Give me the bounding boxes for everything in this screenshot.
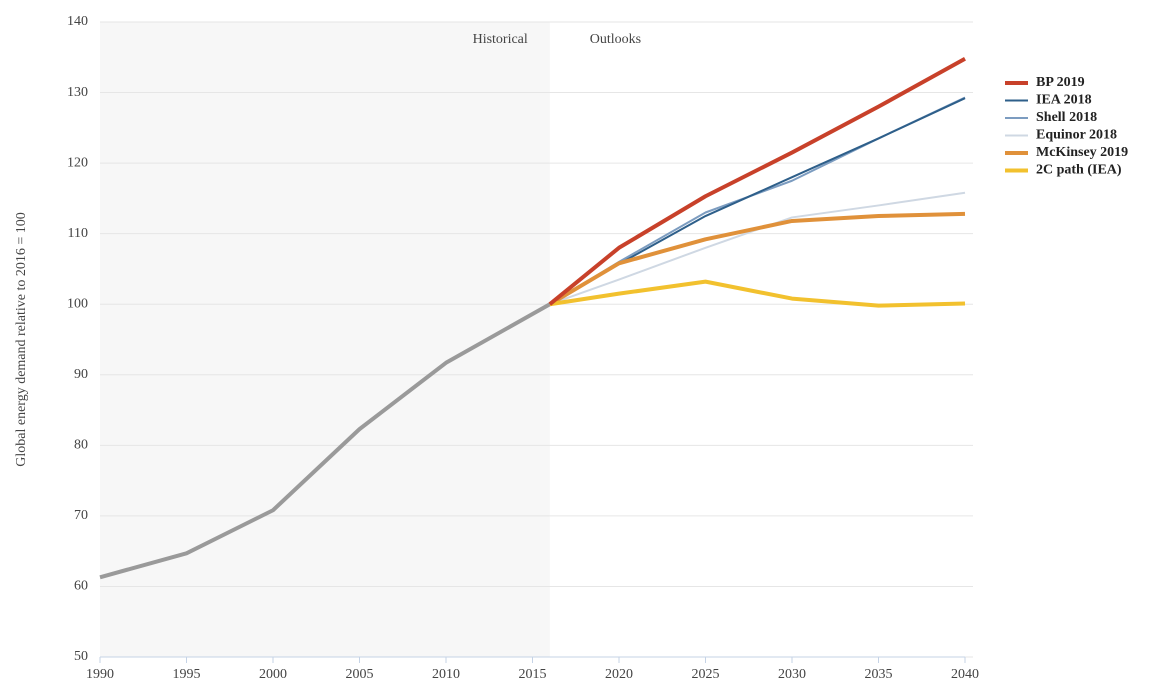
y-tick-label: 130	[67, 85, 88, 100]
series-line	[99, 302, 551, 580]
annotation: Outlooks	[590, 32, 641, 47]
legend-label: Equinor 2018	[1036, 128, 1117, 143]
series-line	[549, 96, 966, 306]
x-tick-label: 2040	[951, 667, 979, 682]
legend-label: BP 2019	[1036, 75, 1085, 90]
series-line	[549, 279, 966, 308]
legend-label: IEA 2018	[1036, 93, 1092, 108]
legend-label: Shell 2018	[1036, 110, 1097, 125]
legend-label: 2C path (IEA)	[1036, 163, 1122, 178]
x-tick-label: 2035	[865, 667, 893, 682]
y-tick-label: 50	[74, 649, 88, 664]
x-tick-label: 2025	[692, 667, 720, 682]
x-tick-label: 2020	[605, 667, 633, 682]
series-line	[548, 56, 966, 306]
annotation: Historical	[473, 32, 528, 47]
y-tick-label: 140	[67, 14, 88, 29]
historical-shade	[100, 22, 550, 657]
y-axis-label: Global energy demand relative to 2016 = …	[14, 212, 29, 467]
series-line	[549, 191, 966, 306]
y-tick-label: 110	[68, 226, 88, 241]
y-tick-label: 90	[74, 367, 88, 382]
x-tick-label: 2015	[519, 667, 547, 682]
x-tick-label: 2005	[346, 667, 374, 682]
y-tick-label: 60	[74, 579, 88, 594]
series-line	[548, 211, 966, 306]
x-tick-label: 2030	[778, 667, 806, 682]
x-tick-label: 2010	[432, 667, 460, 682]
legend-label: McKinsey 2019	[1036, 145, 1128, 160]
x-tick-label: 1990	[86, 667, 114, 682]
y-tick-label: 70	[74, 508, 88, 523]
y-tick-label: 80	[74, 438, 88, 453]
y-tick-label: 120	[67, 155, 88, 170]
x-tick-label: 1995	[173, 667, 201, 682]
x-tick-label: 2000	[259, 667, 287, 682]
y-tick-label: 100	[67, 296, 88, 311]
